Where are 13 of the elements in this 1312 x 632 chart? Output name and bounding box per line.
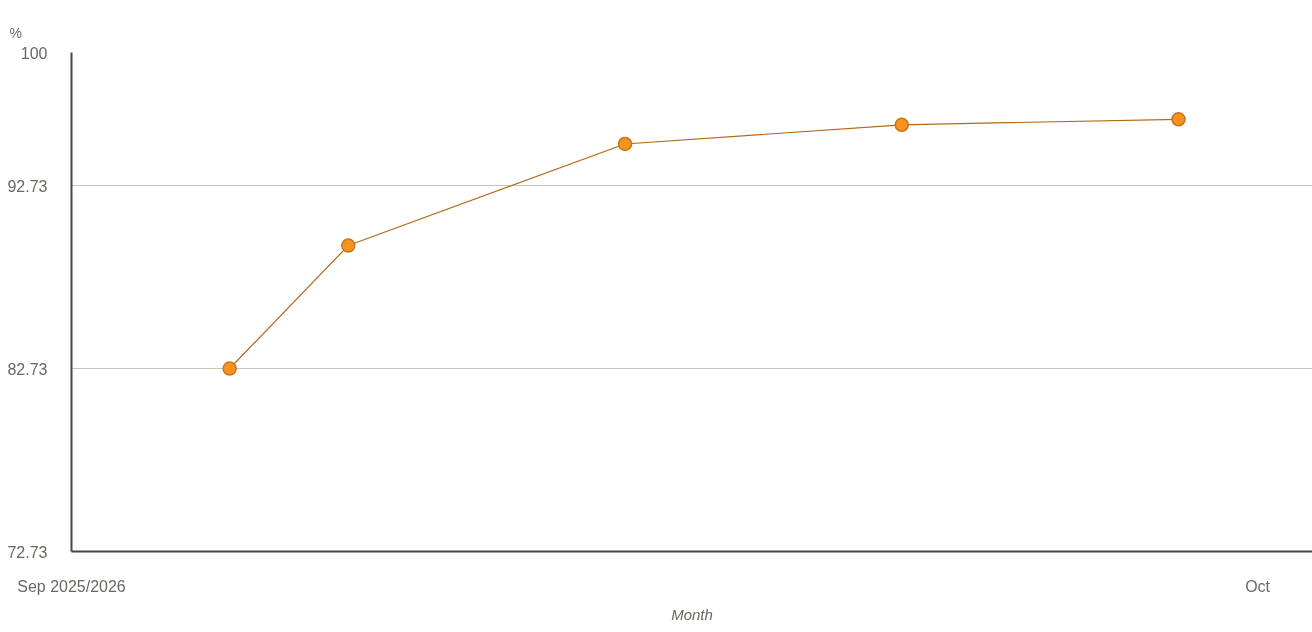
y-tick-label: 100 (20, 44, 48, 62)
x-tick-label: Oct (1245, 577, 1271, 595)
point (617, 136, 633, 152)
x-axis-title: Month (671, 605, 713, 623)
point (341, 238, 356, 253)
y-tick-label: 82.73 (7, 360, 48, 378)
point (894, 117, 910, 133)
point (1171, 112, 1186, 127)
y-tick-label: 72.73 (7, 543, 48, 561)
y-axis-title: % (9, 24, 22, 41)
point (222, 361, 237, 376)
x-tick-label: Sep 2025/2026 (17, 577, 126, 595)
y-tick-label: 92.73 (7, 177, 48, 195)
